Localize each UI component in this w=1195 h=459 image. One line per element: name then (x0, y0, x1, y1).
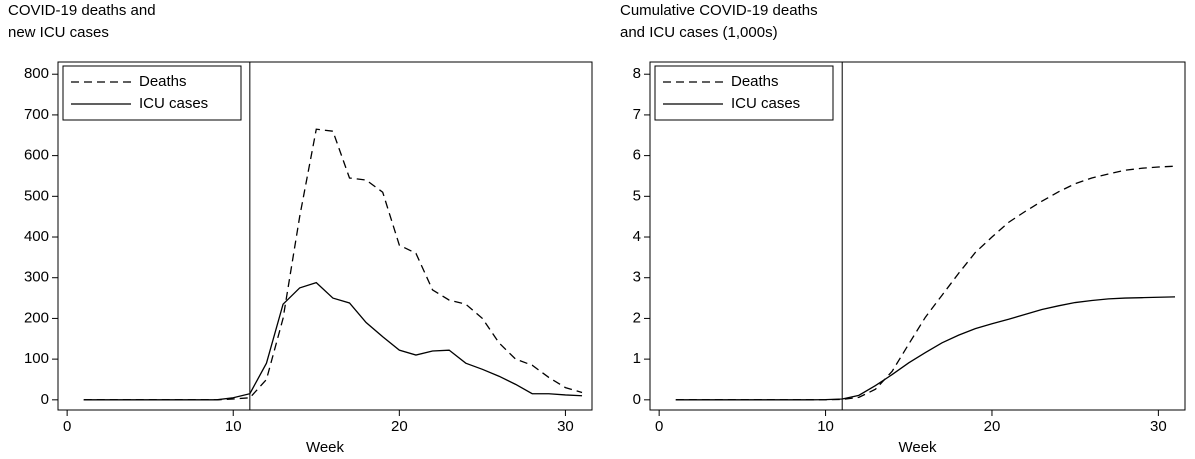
plot-frame (649, 61, 1186, 411)
x-tick-label: 20 (984, 418, 1001, 435)
y-tick-label: 400 (24, 228, 49, 245)
legend-label: Deaths (731, 73, 779, 90)
y-tick-label: 700 (24, 106, 49, 123)
chart-title: and ICU cases (1,000s) (620, 24, 778, 41)
y-tick-label: 3 (633, 269, 641, 286)
plot-frame (57, 61, 593, 411)
x-tick-label: 0 (655, 418, 663, 435)
data-line (675, 296, 1176, 401)
y-tick-label: 5 (633, 187, 641, 204)
chart-title: new ICU cases (8, 24, 109, 41)
y-tick-label: 7 (633, 106, 641, 123)
legend-box (654, 65, 834, 121)
y-tick-label: 100 (24, 350, 49, 367)
y-tick-label: 300 (24, 269, 49, 286)
chart-title: COVID-19 deaths and (8, 2, 156, 19)
y-tick-label: 0 (633, 391, 641, 408)
y-tick-label: 4 (633, 228, 641, 245)
x-tick-label: 10 (817, 418, 834, 435)
y-tick-label: 200 (24, 309, 49, 326)
x-tick-label: 30 (1150, 418, 1167, 435)
x-tick-label: 10 (225, 418, 242, 435)
data-line (83, 128, 583, 401)
x-axis-label: Week (306, 439, 345, 456)
x-axis-label: Week (898, 439, 937, 456)
data-line (83, 281, 583, 401)
x-tick-label: 0 (63, 418, 71, 435)
legend-label: Deaths (139, 73, 187, 90)
y-tick-label: 600 (24, 147, 49, 164)
y-tick-label: 8 (633, 65, 641, 82)
y-tick-label: 0 (41, 391, 49, 408)
legend-label: ICU cases (731, 95, 800, 112)
x-tick-label: 30 (557, 418, 574, 435)
chart-title: Cumulative COVID-19 deaths (620, 2, 818, 19)
y-tick-label: 2 (633, 309, 641, 326)
y-tick-label: 500 (24, 187, 49, 204)
legend-label: ICU cases (139, 95, 208, 112)
legend-box (62, 65, 242, 121)
y-tick-label: 800 (24, 65, 49, 82)
data-line (675, 165, 1176, 401)
x-tick-label: 20 (391, 418, 408, 435)
y-tick-label: 1 (633, 350, 641, 367)
y-tick-label: 6 (633, 147, 641, 164)
